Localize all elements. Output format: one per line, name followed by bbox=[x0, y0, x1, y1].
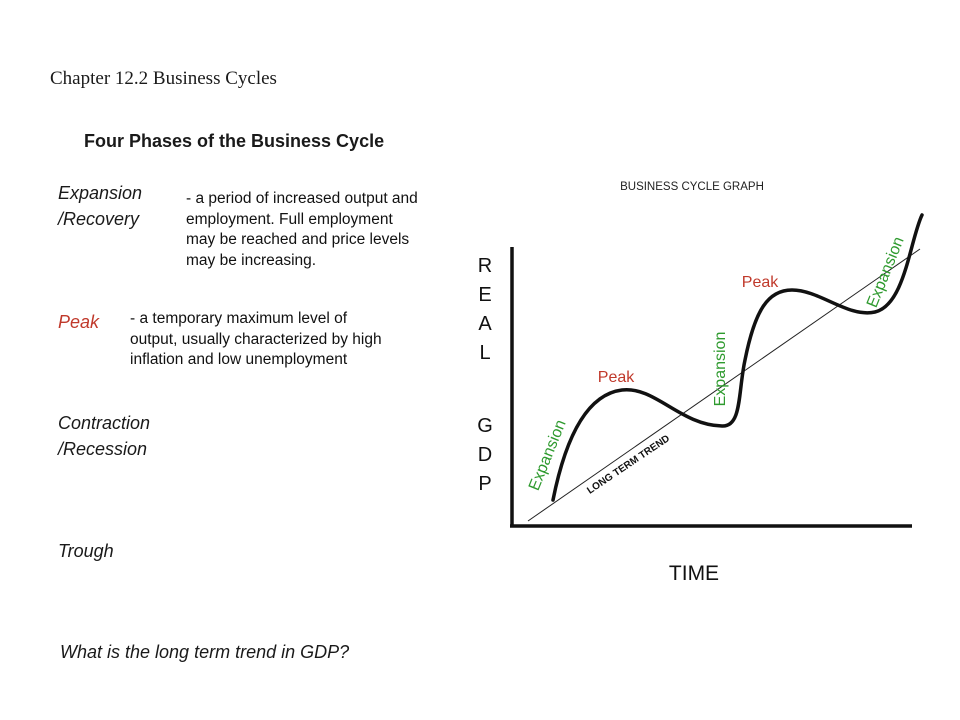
phase-term-line: Expansion bbox=[58, 183, 143, 203]
y-axis-letter: L bbox=[479, 342, 490, 364]
phase-term-line: /Recovery bbox=[58, 209, 140, 229]
expansion-label: Expansion bbox=[864, 234, 908, 310]
phase-definition-peak: - a temporary maximum level of output, u… bbox=[130, 309, 382, 371]
y-axis-letter: A bbox=[478, 313, 492, 335]
phase-term-line: Trough bbox=[58, 541, 114, 561]
slide-heading: Four Phases of the Business Cycle bbox=[84, 131, 385, 151]
y-axis-letter: R bbox=[478, 255, 492, 277]
phase-term-line: Peak bbox=[58, 312, 100, 332]
phase-term-line: Contraction bbox=[58, 413, 151, 433]
business-cycle-curve bbox=[551, 213, 924, 502]
phase-term-peak: Peak bbox=[58, 309, 99, 335]
definition-line: may be reached and price levels bbox=[186, 231, 410, 248]
peak-label: Peak bbox=[598, 369, 635, 386]
definition-line: inflation and low unemployment bbox=[130, 351, 348, 368]
definition-line: - a temporary maximum level of bbox=[130, 310, 348, 327]
graph-title: BUSINESS CYCLE GRAPH bbox=[620, 181, 764, 193]
y-axis-letter: P bbox=[478, 473, 491, 495]
phase-term-line: /Recession bbox=[58, 439, 148, 459]
definition-line: - a period of increased output and bbox=[186, 190, 418, 207]
y-axis-letter: G bbox=[477, 415, 493, 437]
definition-line: output, usually characterized by high bbox=[130, 330, 382, 348]
definition-line: may be increasing. bbox=[186, 251, 317, 269]
peak-label: Peak bbox=[742, 274, 779, 291]
chapter-title: Chapter 12.2 Business Cycles bbox=[50, 68, 277, 89]
phase-definition-expansion: - a period of increased output and emplo… bbox=[186, 189, 418, 271]
trend-label: LONG TERM TREND bbox=[585, 433, 672, 496]
long-term-trend-line bbox=[527, 248, 921, 522]
expansion-label: Expansion bbox=[712, 332, 729, 407]
phase-term-contraction: Contraction /Recession bbox=[58, 410, 150, 462]
phase-term-trough: Trough bbox=[58, 538, 114, 564]
y-axis-letter: E bbox=[478, 284, 491, 306]
y-axis-letter: D bbox=[478, 444, 492, 466]
phase-term-expansion: Expansion /Recovery bbox=[58, 180, 142, 232]
definition-line: employment. Full employment bbox=[186, 210, 393, 228]
trend-question: What is the long term trend in GDP? bbox=[60, 642, 350, 662]
x-axis-label: TIME bbox=[669, 562, 719, 585]
